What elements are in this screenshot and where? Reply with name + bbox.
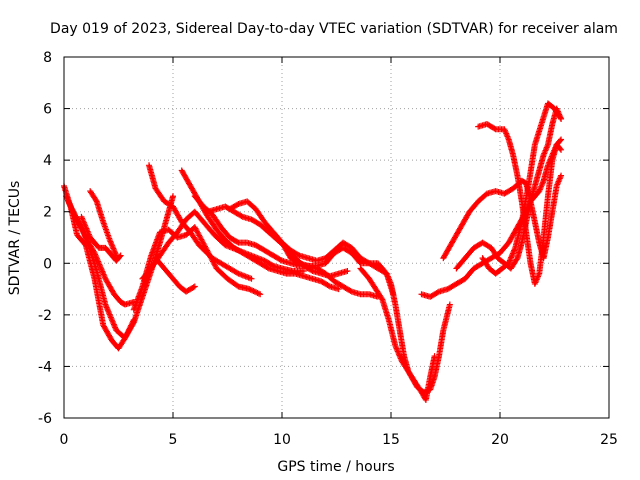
data-point bbox=[130, 320, 137, 327]
y-tick-label: 2 bbox=[43, 205, 52, 221]
data-point bbox=[557, 137, 564, 144]
data-point bbox=[390, 291, 397, 298]
data-point bbox=[325, 282, 332, 289]
data-point bbox=[234, 238, 241, 245]
data-point bbox=[491, 125, 498, 132]
data-point bbox=[558, 172, 565, 179]
series-track-19 bbox=[475, 121, 565, 287]
data-point bbox=[434, 289, 441, 296]
data-point bbox=[295, 259, 302, 266]
data-point bbox=[65, 198, 72, 205]
data-point bbox=[344, 268, 351, 275]
y-tick-label: 4 bbox=[43, 153, 52, 169]
data-point bbox=[67, 202, 74, 209]
data-point bbox=[74, 216, 81, 223]
data-point bbox=[68, 203, 75, 210]
data-point bbox=[234, 269, 241, 276]
data-point bbox=[92, 197, 99, 204]
chart-title: Day 019 of 2023, Sidereal Day-to-day VTE… bbox=[50, 21, 618, 37]
data-point bbox=[251, 288, 258, 295]
data-point bbox=[116, 253, 123, 260]
data-point bbox=[73, 215, 80, 222]
x-tick-label: 5 bbox=[169, 432, 178, 448]
series-track-20 bbox=[479, 100, 565, 277]
series-track-14 bbox=[270, 229, 397, 298]
series-track-15 bbox=[357, 265, 438, 403]
data-point bbox=[71, 210, 78, 217]
axis-ticks bbox=[63, 56, 610, 419]
data-point bbox=[446, 301, 453, 308]
data-point bbox=[190, 284, 197, 291]
data-point bbox=[74, 217, 81, 224]
plot-frame bbox=[63, 56, 610, 419]
series-track-9 bbox=[152, 255, 198, 295]
data-point bbox=[557, 145, 564, 152]
x-tick-label: 0 bbox=[60, 432, 69, 448]
data-point bbox=[277, 256, 284, 263]
data-point bbox=[347, 287, 354, 294]
data-point bbox=[300, 268, 307, 275]
axis-tick-labels: 0 5 10 15 20 25 -6 -4 -2 0 2 4 6 8 bbox=[38, 50, 618, 448]
data-point bbox=[249, 287, 256, 294]
series-track-6 bbox=[130, 224, 264, 313]
data-point bbox=[250, 288, 257, 295]
data-point bbox=[335, 286, 342, 293]
data-point bbox=[257, 291, 264, 298]
data-point bbox=[295, 251, 302, 258]
data-point bbox=[170, 193, 176, 200]
data-point bbox=[238, 213, 245, 220]
data-point bbox=[69, 206, 76, 213]
x-tick-label: 15 bbox=[382, 432, 400, 448]
data-point bbox=[77, 223, 84, 230]
data-point bbox=[246, 286, 253, 293]
data-point bbox=[70, 208, 77, 215]
data-point bbox=[378, 295, 385, 302]
y-tick-label: 8 bbox=[43, 50, 52, 66]
y-axis-label: SDTVAR / TECUs bbox=[7, 181, 23, 296]
data-point bbox=[248, 275, 255, 282]
data-point bbox=[76, 220, 83, 227]
data-point bbox=[247, 286, 254, 293]
data-points bbox=[61, 100, 565, 403]
y-tick-label: 6 bbox=[43, 102, 52, 118]
gridlines bbox=[64, 57, 609, 418]
data-point bbox=[66, 199, 73, 206]
y-tick-label: -4 bbox=[38, 359, 52, 375]
y-tick-label: -6 bbox=[38, 411, 52, 427]
data-point bbox=[234, 201, 241, 208]
x-axis-label: GPS time / hours bbox=[277, 459, 394, 475]
data-point bbox=[558, 136, 565, 143]
data-point bbox=[113, 252, 120, 259]
y-tick-label: 0 bbox=[43, 256, 52, 272]
data-point bbox=[513, 256, 520, 263]
data-point bbox=[191, 283, 198, 290]
series-track-10 bbox=[178, 167, 342, 293]
x-tick-label: 20 bbox=[491, 432, 509, 448]
x-tick-label: 25 bbox=[600, 432, 618, 448]
data-point bbox=[431, 353, 438, 360]
data-point bbox=[68, 205, 75, 212]
data-point bbox=[264, 264, 271, 271]
data-point bbox=[72, 212, 79, 219]
data-point bbox=[66, 201, 73, 208]
data-point bbox=[75, 219, 82, 226]
data-point bbox=[72, 213, 79, 220]
data-point bbox=[90, 248, 97, 255]
y-tick-label: -2 bbox=[38, 308, 52, 324]
data-point bbox=[255, 290, 262, 297]
data-point bbox=[70, 209, 77, 216]
x-tick-label: 10 bbox=[273, 432, 291, 448]
series-track-7 bbox=[146, 162, 255, 282]
data-point bbox=[558, 146, 565, 153]
data-point bbox=[254, 289, 261, 296]
data-point bbox=[558, 115, 565, 122]
data-point bbox=[76, 222, 83, 229]
series-track-4 bbox=[78, 213, 124, 264]
data-point bbox=[253, 289, 260, 296]
data-point bbox=[557, 114, 564, 121]
series-track-5 bbox=[87, 188, 120, 259]
